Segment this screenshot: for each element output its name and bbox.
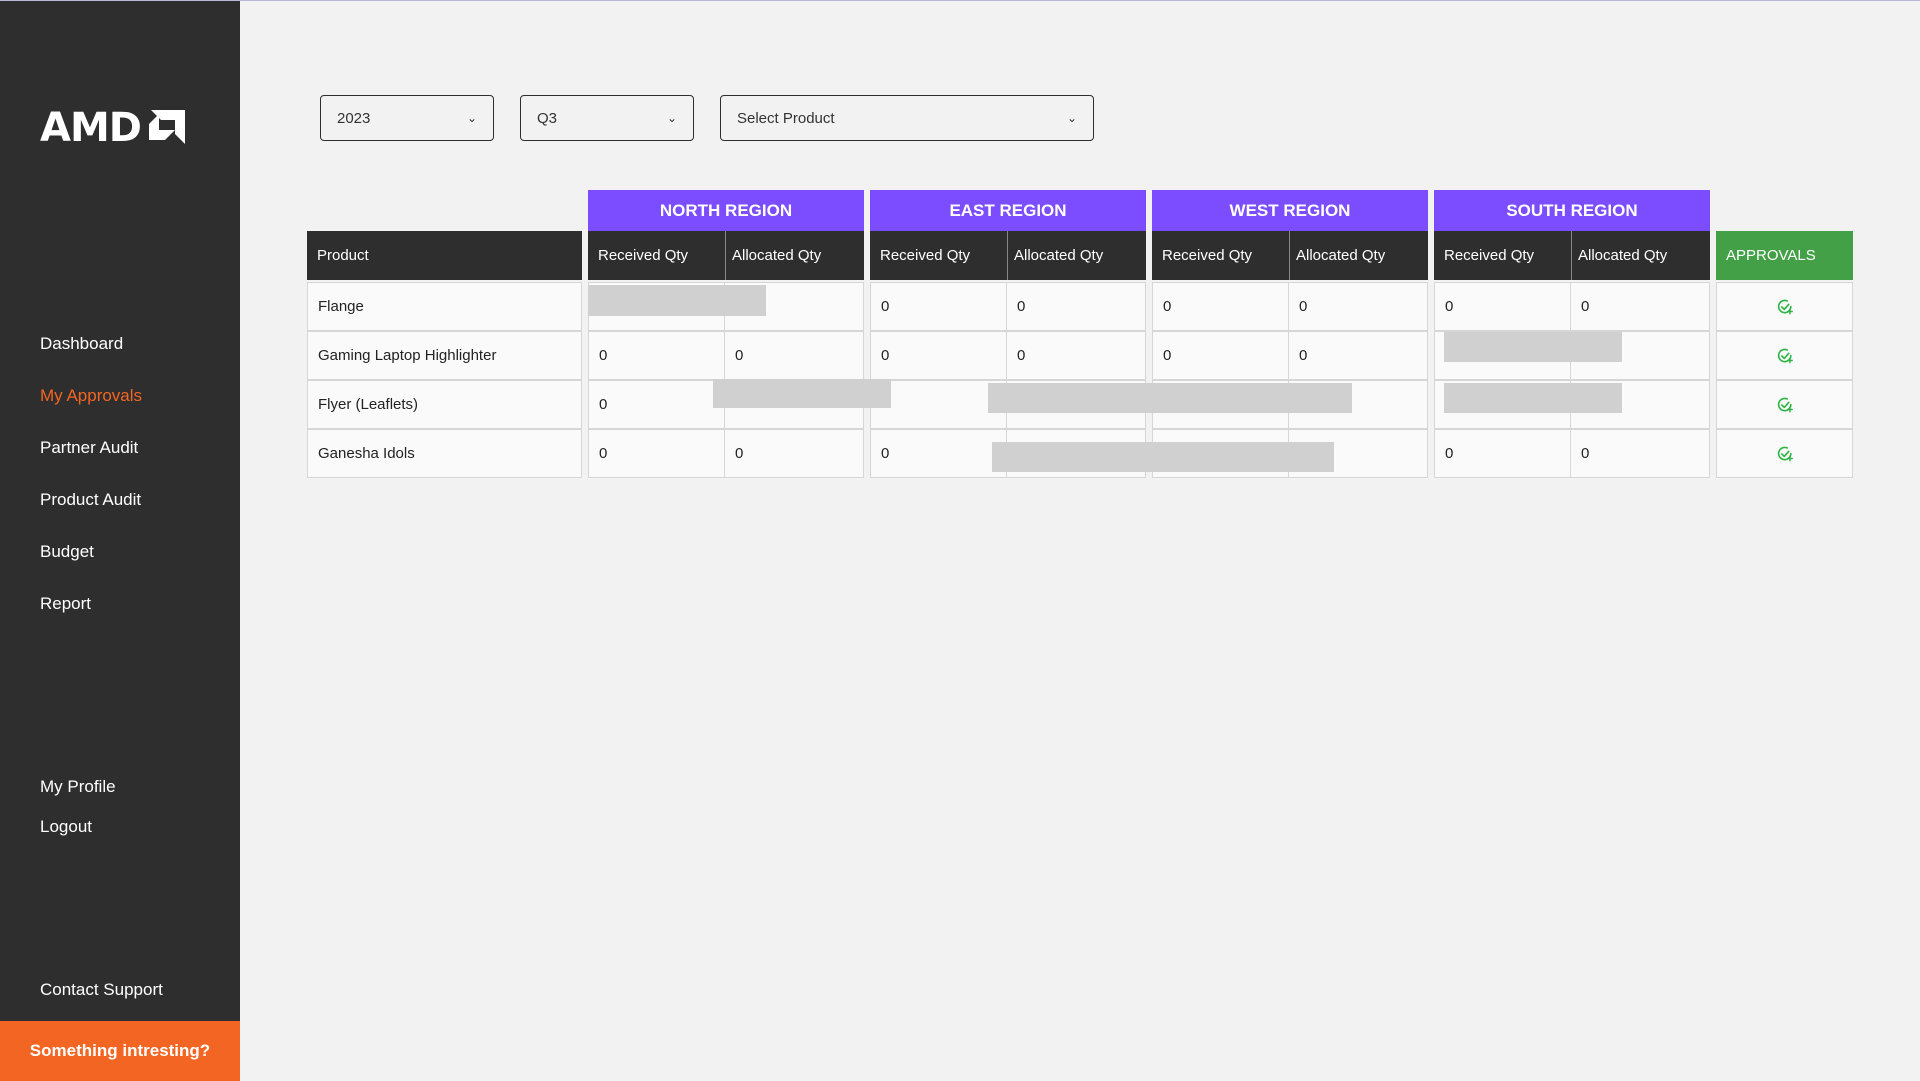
year-select-value: 2023 <box>337 109 371 127</box>
east-region-header: EAST REGION <box>870 190 1146 231</box>
sidebar-item-my-approvals[interactable]: My Approvals <box>40 386 143 405</box>
redaction-block <box>1444 332 1622 362</box>
north-received-header: Received Qty <box>588 231 725 280</box>
sidebar-item-budget[interactable]: Budget <box>40 542 94 561</box>
south-allocated-qty-cell: 0 <box>1571 282 1710 331</box>
amd-logo[interactable]: AMD <box>40 105 185 151</box>
west-allocated-qty-cell: 0 <box>1289 331 1428 380</box>
approve-check-icon[interactable] <box>1776 445 1794 463</box>
north-received-qty-cell: 0 <box>588 429 725 478</box>
approval-cell <box>1716 331 1853 380</box>
east-received-qty-cell: 0 <box>870 282 1007 331</box>
approve-check-icon[interactable] <box>1776 298 1794 316</box>
redaction-block <box>588 285 766 316</box>
something-interesting-button[interactable]: Something intresting? <box>0 1021 240 1081</box>
approve-check-icon[interactable] <box>1776 347 1794 365</box>
sidebar-item-partner-audit[interactable]: Partner Audit <box>40 438 139 457</box>
east-received-qty-cell: 0 <box>870 331 1007 380</box>
redaction-block <box>992 442 1334 472</box>
approval-cell <box>1716 380 1853 429</box>
product-select[interactable]: Select Product ⌄ <box>720 95 1094 141</box>
sidebar-item-my-profile[interactable]: My Profile <box>40 777 116 796</box>
chevron-down-icon: ⌄ <box>1066 111 1077 125</box>
approve-check-icon[interactable] <box>1776 396 1794 414</box>
east-received-header: Received Qty <box>870 231 1007 280</box>
quarter-select[interactable]: Q3 ⌄ <box>520 95 694 141</box>
chevron-down-icon: ⌄ <box>666 111 677 125</box>
west-received-qty-cell: 0 <box>1152 331 1289 380</box>
amd-arrow-icon <box>148 110 185 144</box>
west-region-header: WEST REGION <box>1152 190 1428 231</box>
west-allocated-header: Allocated Qty <box>1289 231 1428 280</box>
south-received-qty-cell: 0 <box>1434 429 1571 478</box>
north-allocated-qty-cell: 0 <box>725 331 864 380</box>
quarter-select-value: Q3 <box>537 109 558 127</box>
approval-cell <box>1716 429 1853 478</box>
sidebar-item-product-audit[interactable]: Product Audit <box>40 490 142 509</box>
product-column-header: Product <box>307 231 582 280</box>
north-allocated-header: Allocated Qty <box>725 231 864 280</box>
north-received-qty-cell: 0 <box>588 380 725 429</box>
south-allocated-qty-cell: 0 <box>1571 429 1710 478</box>
product-cell: Ganesha Idols <box>307 429 582 478</box>
east-received-qty-cell: 0 <box>870 429 1007 478</box>
north-allocated-qty-cell: 0 <box>725 429 864 478</box>
product-cell: Gaming Laptop Highlighter <box>307 331 582 380</box>
redaction-block <box>988 383 1352 413</box>
east-allocated-qty-cell: 0 <box>1007 331 1146 380</box>
sidebar-item-report[interactable]: Report <box>40 594 92 613</box>
sidebar-item-dashboard[interactable]: Dashboard <box>40 334 124 353</box>
sidebar: AMD Dashboard My Approvals Partner Audit… <box>0 1 240 1081</box>
north-region-header: NORTH REGION <box>588 190 864 231</box>
east-received-qty-cell <box>870 380 1007 429</box>
east-allocated-qty-cell: 0 <box>1007 282 1146 331</box>
west-allocated-qty-cell: 0 <box>1289 282 1428 331</box>
redaction-block <box>1444 383 1622 413</box>
south-allocated-header: Allocated Qty <box>1571 231 1710 280</box>
sidebar-item-logout[interactable]: Logout <box>40 817 92 836</box>
redaction-block <box>713 379 891 408</box>
east-allocated-header: Allocated Qty <box>1007 231 1146 280</box>
sidebar-item-contact-support[interactable]: Contact Support <box>40 980 163 999</box>
product-select-placeholder: Select Product <box>737 109 835 127</box>
south-region-header: SOUTH REGION <box>1434 190 1710 231</box>
west-received-header: Received Qty <box>1152 231 1289 280</box>
logo-text: AMD <box>40 105 142 151</box>
north-received-qty-cell: 0 <box>588 331 725 380</box>
approvals-column-header: APPROVALS <box>1716 231 1853 280</box>
product-cell: Flyer (Leaflets) <box>307 380 582 429</box>
south-received-qty-cell: 0 <box>1434 282 1571 331</box>
chevron-down-icon: ⌄ <box>466 111 477 125</box>
year-select[interactable]: 2023 ⌄ <box>320 95 494 141</box>
west-received-qty-cell: 0 <box>1152 282 1289 331</box>
product-cell: Flange <box>307 282 582 331</box>
approval-cell <box>1716 282 1853 331</box>
south-received-header: Received Qty <box>1434 231 1571 280</box>
